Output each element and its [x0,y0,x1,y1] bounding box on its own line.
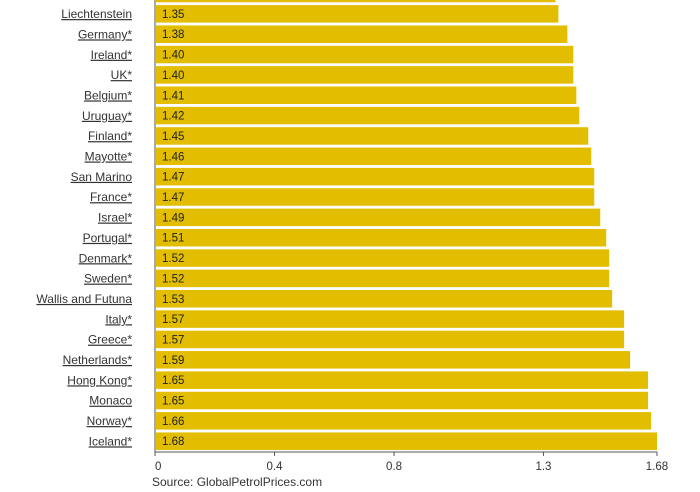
category-label-denmark[interactable]: Denmark* [79,251,133,265]
bar-norway [156,412,652,430]
category-label-mayotte[interactable]: Mayotte* [85,150,133,164]
category-label-liechtenstein[interactable]: Liechtenstein [61,7,132,21]
category-label-sweden[interactable]: Sweden* [84,272,132,286]
category-label-netherlands[interactable]: Netherlands* [63,353,133,367]
category-label-greece[interactable]: Greece* [88,333,132,347]
source-note: Source: GlobalPetrolPrices.com [152,475,322,489]
value-labels-group: 1.35 1.38 1.40 1.40 1.41 1.42 1.45 1.46 1.47 1.47… [162,9,184,448]
value-label-uruguay: 1.42 [162,111,184,123]
value-label-san-marino: 1.47 [162,172,184,184]
bar-greece [156,330,625,349]
bar-hong-kong [156,371,649,389]
value-label-norway: 1.66 [162,416,184,428]
bar-ireland [156,45,574,64]
value-label-portugal: 1.51 [162,233,184,245]
x-tick-label: 1.68 [646,461,668,473]
category-label-finland[interactable]: Finland* [88,129,132,143]
bars-group [156,0,657,450]
x-tick-label: 0.8 [386,461,402,473]
value-label-france: 1.47 [162,192,184,204]
bar-monaco [156,391,649,410]
category-label-italy[interactable]: Italy* [105,312,132,326]
value-label-belgium: 1.41 [162,90,184,102]
category-label-wallis-and-futuna[interactable]: Wallis and Futuna [36,292,132,306]
value-label-denmark: 1.52 [162,253,184,265]
bar-sweden [156,269,610,288]
category-label-portugal[interactable]: Portugal* [83,231,133,245]
bar-netherlands [156,351,631,369]
bar-germany [156,25,568,43]
value-label-netherlands: 1.59 [162,355,184,367]
bar-san-marino [156,167,595,186]
x-tick-label: 0.4 [267,461,284,473]
value-label-liechtenstein: 1.35 [162,9,184,21]
bar-uk [156,66,574,84]
category-label-israel[interactable]: Israel* [98,211,132,225]
category-label-uruguay[interactable]: Uruguay* [82,109,132,123]
value-label-monaco: 1.65 [162,396,184,408]
bar-iceland [156,432,657,450]
bar-finland [156,127,589,145]
value-label-hong-kong: 1.65 [162,375,184,387]
bar-liechtenstein [156,5,559,23]
value-label-italy: 1.57 [162,314,184,326]
value-label-sweden: 1.52 [162,273,184,285]
bar-uruguay [156,106,580,125]
category-label-france[interactable]: France* [90,190,132,204]
bar-israel [156,208,601,227]
category-label-uk[interactable]: UK* [111,68,133,82]
value-label-germany: 1.38 [162,29,184,41]
value-label-wallis-and-futuna: 1.53 [162,294,184,306]
x-ticks-group: 0 0.4 0.8 1.3 1.68 [154,451,668,473]
bar-wallis-and-futuna [156,290,613,308]
bar-mayotte [156,147,592,166]
category-label-belgium[interactable]: Belgium* [84,88,132,102]
bar-denmark [156,249,610,267]
x-tick-label: 1.3 [535,461,551,473]
value-label-ireland: 1.40 [162,50,184,62]
value-label-iceland: 1.68 [162,436,184,448]
category-label-germany[interactable]: Germany* [78,27,132,41]
category-label-ireland[interactable]: Ireland* [91,48,133,62]
bar-cut-off [156,0,556,3]
value-label-mayotte: 1.46 [162,151,184,163]
bar-belgium [156,86,577,104]
value-label-greece: 1.57 [162,334,184,346]
value-label-uk: 1.40 [162,70,184,82]
category-label-monaco[interactable]: Monaco [89,394,132,408]
bar-france [156,188,595,206]
value-label-finland: 1.45 [162,131,184,143]
value-label-israel: 1.49 [162,212,184,224]
category-label-norway[interactable]: Norway* [87,414,133,428]
bar-italy [156,310,625,328]
category-label-hong-kong[interactable]: Hong Kong* [67,373,132,387]
category-label-san-marino[interactable]: San Marino [71,170,133,184]
category-label-iceland[interactable]: Iceland* [89,434,133,448]
category-labels-group: Liechtenstein Germany* Ireland* UK* Belgium… [36,7,132,448]
bar-portugal [156,228,607,247]
x-tick-label: 0 [155,461,161,473]
